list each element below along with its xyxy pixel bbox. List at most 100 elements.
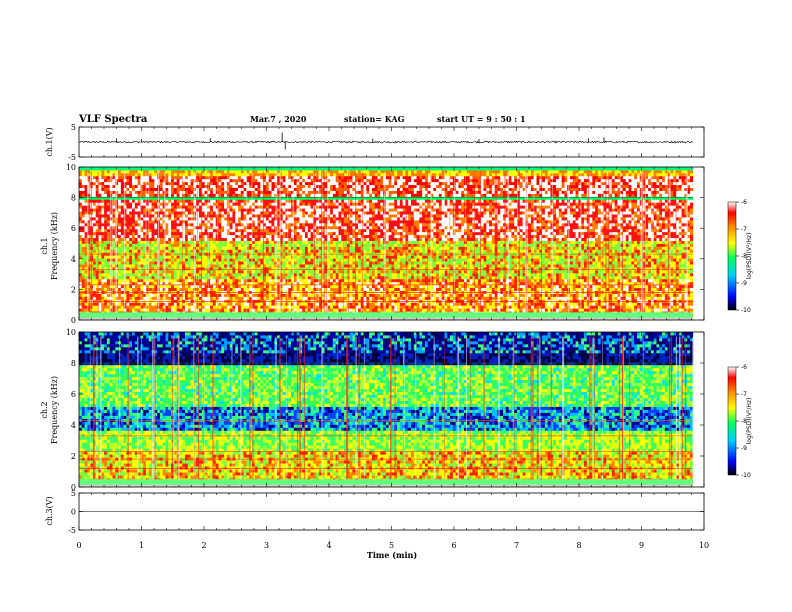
ch1-spectrogram-cell <box>285 275 289 280</box>
ch1-spectrogram-cell <box>263 293 267 297</box>
ch1-spectrogram-cell <box>592 296 596 300</box>
ch1-spectrogram-cell <box>332 284 337 289</box>
ch1-spectrogram-cell <box>397 264 401 268</box>
ch1-spectrogram-cell <box>575 269 579 274</box>
ch1-spectrogram-cell <box>628 275 632 280</box>
ch1-spectrogram-cell <box>600 278 604 283</box>
ch1-spectrogram-cell <box>450 269 454 274</box>
ch1-spectrogram-cell <box>486 258 490 262</box>
ch1-spectrogram-cell <box>371 287 376 291</box>
ch1-spectrogram-cell <box>299 278 303 283</box>
ch1-spectrogram-cell <box>302 302 306 306</box>
ch1-spectrogram-cell <box>187 308 191 312</box>
ch1-spectrogram-cell <box>98 261 102 265</box>
ch1-spectrogram-cell <box>221 275 225 280</box>
ch1-spectrogram-cell <box>302 258 306 262</box>
ch1-spectrogram-cell <box>344 299 348 303</box>
ch1-spectrogram-cell <box>413 287 417 291</box>
ch1-spectrogram-cell <box>374 269 378 274</box>
ch1-spectrogram-cell <box>670 305 674 309</box>
ch1-spectrogram-cell <box>238 264 242 268</box>
ch1-spectrogram-cell <box>198 305 203 309</box>
ch1-spectrogram-cell <box>589 299 593 303</box>
ch1-spectrogram-cell <box>226 284 231 289</box>
ch1-spectrogram-cell <box>109 302 113 306</box>
ch1-spectrogram-cell <box>433 299 437 303</box>
ch1-spectrogram-cell <box>282 287 286 291</box>
ch1-spectrogram-cell <box>592 302 596 306</box>
ch1-spectrogram-cell <box>176 305 180 309</box>
ch1-spectrogram-cell <box>171 272 175 277</box>
ch1-spectrogram-cell <box>516 302 521 306</box>
ch1-spectrogram-cell <box>676 272 680 277</box>
ch1-spectrogram-cell <box>678 299 682 303</box>
ch1-spectrogram-cell <box>611 267 616 271</box>
ch1-spectrogram-cell <box>653 255 657 259</box>
ch1-spectrogram-cell <box>595 302 599 306</box>
ch1-spectrogram-cell <box>229 261 233 265</box>
ch1-spectrogram-cell <box>145 278 150 283</box>
ch1-spectrogram-cell <box>438 281 443 286</box>
ch1-spectrogram-cell <box>221 308 225 312</box>
ch1-spectrogram-cell <box>544 264 549 268</box>
ch1-spectrogram-cell <box>327 299 331 303</box>
ch1-spectrogram-cell <box>466 308 470 312</box>
ch1-spectrogram-cell <box>667 293 671 297</box>
ch1-spectrogram-cell <box>229 293 233 297</box>
ch1-spectrogram-cell <box>575 264 579 268</box>
ch1-spectrogram-cell <box>416 272 420 277</box>
ch1-spectrogram-cell <box>650 302 655 306</box>
ch1-spectrogram-cell <box>271 264 275 268</box>
ch1-spectrogram-cell <box>497 272 501 277</box>
ch1-spectrogram-cell <box>483 278 487 283</box>
ch1-spectrogram-cell <box>148 287 152 291</box>
ch1-spectrogram-cell <box>341 275 345 280</box>
ch1-spectrogram-cell <box>182 296 186 300</box>
ch1-spectrogram-cell <box>597 278 602 283</box>
ch1-spectrogram-cell <box>316 299 320 303</box>
ch1-spectrogram-cell <box>667 302 671 306</box>
ch1-spectrogram-cell <box>187 281 191 286</box>
ch1-spectrogram-cell <box>171 281 175 286</box>
ch1-spectrogram-cell <box>327 269 331 274</box>
ch1-spectrogram-cell <box>226 287 231 291</box>
ch1-spectrogram-cell <box>606 272 610 277</box>
ch1-spectrogram-cell <box>246 275 250 280</box>
ch1-spectrogram-cell <box>198 258 203 262</box>
ch1-spectrogram-cell <box>304 267 309 271</box>
ch1-spectrogram-cell <box>229 299 233 303</box>
ch1-spectrogram-cell <box>606 281 610 286</box>
ch1-spectrogram-cell <box>570 267 574 271</box>
ch1-spectrogram-cell <box>659 296 663 300</box>
ch1-spectrogram-cell <box>528 299 532 303</box>
ch1-spectrogram-cell <box>201 258 205 262</box>
ch1-spectrogram-cell <box>441 287 445 291</box>
ch1-spectrogram-cell <box>129 269 133 274</box>
ch1-spectrogram-cell <box>511 281 515 286</box>
ch1-spectrogram-cell <box>377 293 381 297</box>
ch1-spectrogram-cell <box>318 302 323 306</box>
ch1-spectrogram-cell <box>561 269 565 274</box>
ch1-spectrogram-cell <box>466 269 470 274</box>
ch1-spectrogram-cell <box>171 293 175 297</box>
ch1-spectrogram-cell <box>232 299 236 303</box>
ch1-spectrogram-cell <box>366 302 370 306</box>
ch1-spectrogram-cell <box>235 308 239 312</box>
ch1-spectrogram-cell <box>438 308 443 312</box>
ch1-spectrogram-cell <box>293 275 297 280</box>
ch1-spectrogram-cell <box>522 302 526 306</box>
ch1-spectrogram-cell <box>104 255 108 259</box>
ch1-spectrogram-cell <box>542 281 546 286</box>
ch1-spectrogram-cell <box>79 267 83 271</box>
ch1-spectrogram-cell <box>176 258 180 262</box>
ch1-spectrogram-cell <box>221 281 225 286</box>
ch1-spectrogram-cell <box>179 287 183 291</box>
ch1-spectrogram-cell <box>274 267 278 271</box>
ch1-spectrogram-cell <box>288 278 292 283</box>
ch1-spectrogram-cell <box>659 255 663 259</box>
ch1-spectrogram-cell <box>570 269 574 274</box>
ch1-spectrogram-cell <box>159 281 164 286</box>
ch1-spectrogram-cell <box>583 308 588 312</box>
ch1-spectrogram-cell <box>397 293 401 297</box>
ch1-spectrogram-cell <box>592 258 596 262</box>
